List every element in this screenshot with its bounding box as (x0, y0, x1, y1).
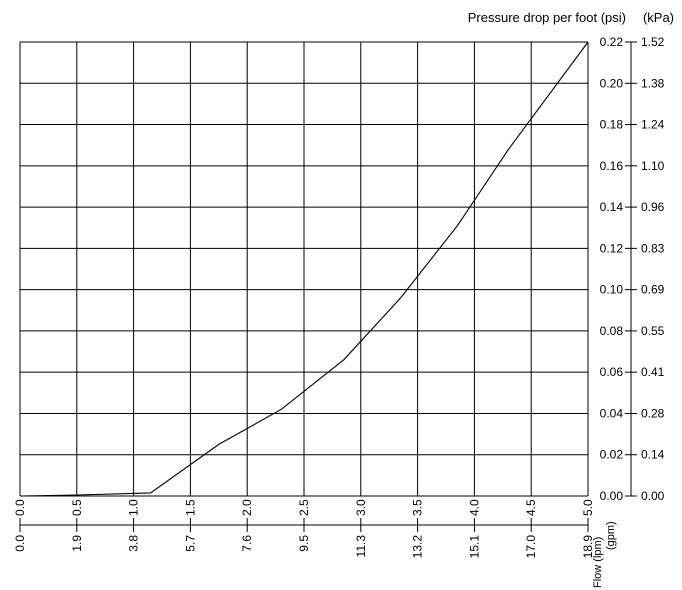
x-tick-label-gpm: 5.0 (581, 499, 595, 516)
y-tick-label-kpa: 0.41 (641, 365, 665, 379)
x-tick-label-lpm: 7.6 (240, 535, 254, 552)
y-tick-label-kpa: 1.10 (641, 159, 665, 173)
y-tick-label-psi: 0.18 (600, 118, 624, 132)
x-tick-label-gpm: 2.0 (240, 499, 254, 516)
x-tick-label-lpm: 17.0 (524, 535, 538, 559)
y-tick-label-kpa: 0.96 (641, 200, 665, 214)
x-tick-label-gpm: 0.5 (70, 499, 84, 516)
x-tick-label-lpm: 5.7 (183, 535, 197, 552)
y-tick-label-psi: 0.22 (600, 35, 624, 49)
y-tick-label-kpa: 0.69 (641, 283, 665, 297)
y-tick-label-psi: 0.00 (600, 489, 624, 503)
y-tick-label-kpa: 1.52 (641, 35, 665, 49)
series-line (19, 41, 589, 497)
y-tick-label-psi: 0.06 (600, 365, 624, 379)
y-tick-label-psi: 0.04 (600, 406, 624, 420)
y-tick-label-kpa: 0.28 (641, 406, 665, 420)
y-tick-label-kpa: 0.14 (641, 448, 665, 462)
y-tick-label-kpa: 1.38 (641, 76, 665, 90)
x-tick-label-lpm: 3.8 (127, 535, 141, 552)
y-tick-label-kpa: 0.00 (641, 489, 665, 503)
y-tick-label-psi: 0.08 (600, 324, 624, 338)
x-tick-label-gpm: 4.5 (524, 499, 538, 516)
x-tick-label-gpm: 0.0 (13, 499, 27, 516)
x-tick-label-lpm: 11.3 (354, 535, 368, 558)
x-tick-label-gpm: 2.5 (297, 499, 311, 516)
x-tick-label-lpm: 9.5 (297, 535, 311, 552)
plot-area (19, 41, 589, 497)
x-tick-label-lpm: 15.1 (467, 535, 481, 559)
y-tick-label-psi: 0.16 (600, 159, 624, 173)
x-axis-secondary-label: Flow (lpm) (592, 537, 604, 588)
y-tick-label-psi: 0.14 (600, 200, 624, 214)
y-axis-secondary-label: (kPa) (643, 10, 674, 25)
chart-grid (19, 41, 589, 497)
x-axis-primary-unit-label: (gpm) (605, 521, 617, 550)
y-tick-label-psi: 0.02 (600, 448, 624, 462)
x-tick-label-gpm: 1.0 (127, 499, 141, 516)
y-tick-label-kpa: 1.24 (641, 118, 665, 132)
y-axis-primary-label: Pressure drop per foot (psi) (468, 10, 626, 25)
y-tick-label-kpa: 0.83 (641, 241, 665, 255)
x-tick-label-gpm: 3.0 (354, 499, 368, 516)
y-tick-label-psi: 0.12 (600, 241, 624, 255)
x-tick-label-gpm: 3.5 (411, 499, 425, 516)
x-tick-label-lpm: 18.9 (581, 535, 595, 559)
x-tick-label-gpm: 4.0 (467, 499, 481, 516)
x-tick-label-lpm: 1.9 (70, 535, 84, 552)
x-tick-label-lpm: 0.0 (13, 535, 27, 552)
y-tick-label-kpa: 0.55 (641, 324, 665, 338)
x-tick-label-lpm: 13.2 (411, 535, 425, 559)
chart-axes: 0.00 0.000.02 0.140.04 0.280.06 0.410.08 0.55… (13, 35, 665, 558)
y-tick-label-psi: 0.20 (600, 76, 624, 90)
y-tick-label-psi: 0.10 (600, 283, 624, 297)
x-tick-label-gpm: 1.5 (183, 499, 197, 516)
